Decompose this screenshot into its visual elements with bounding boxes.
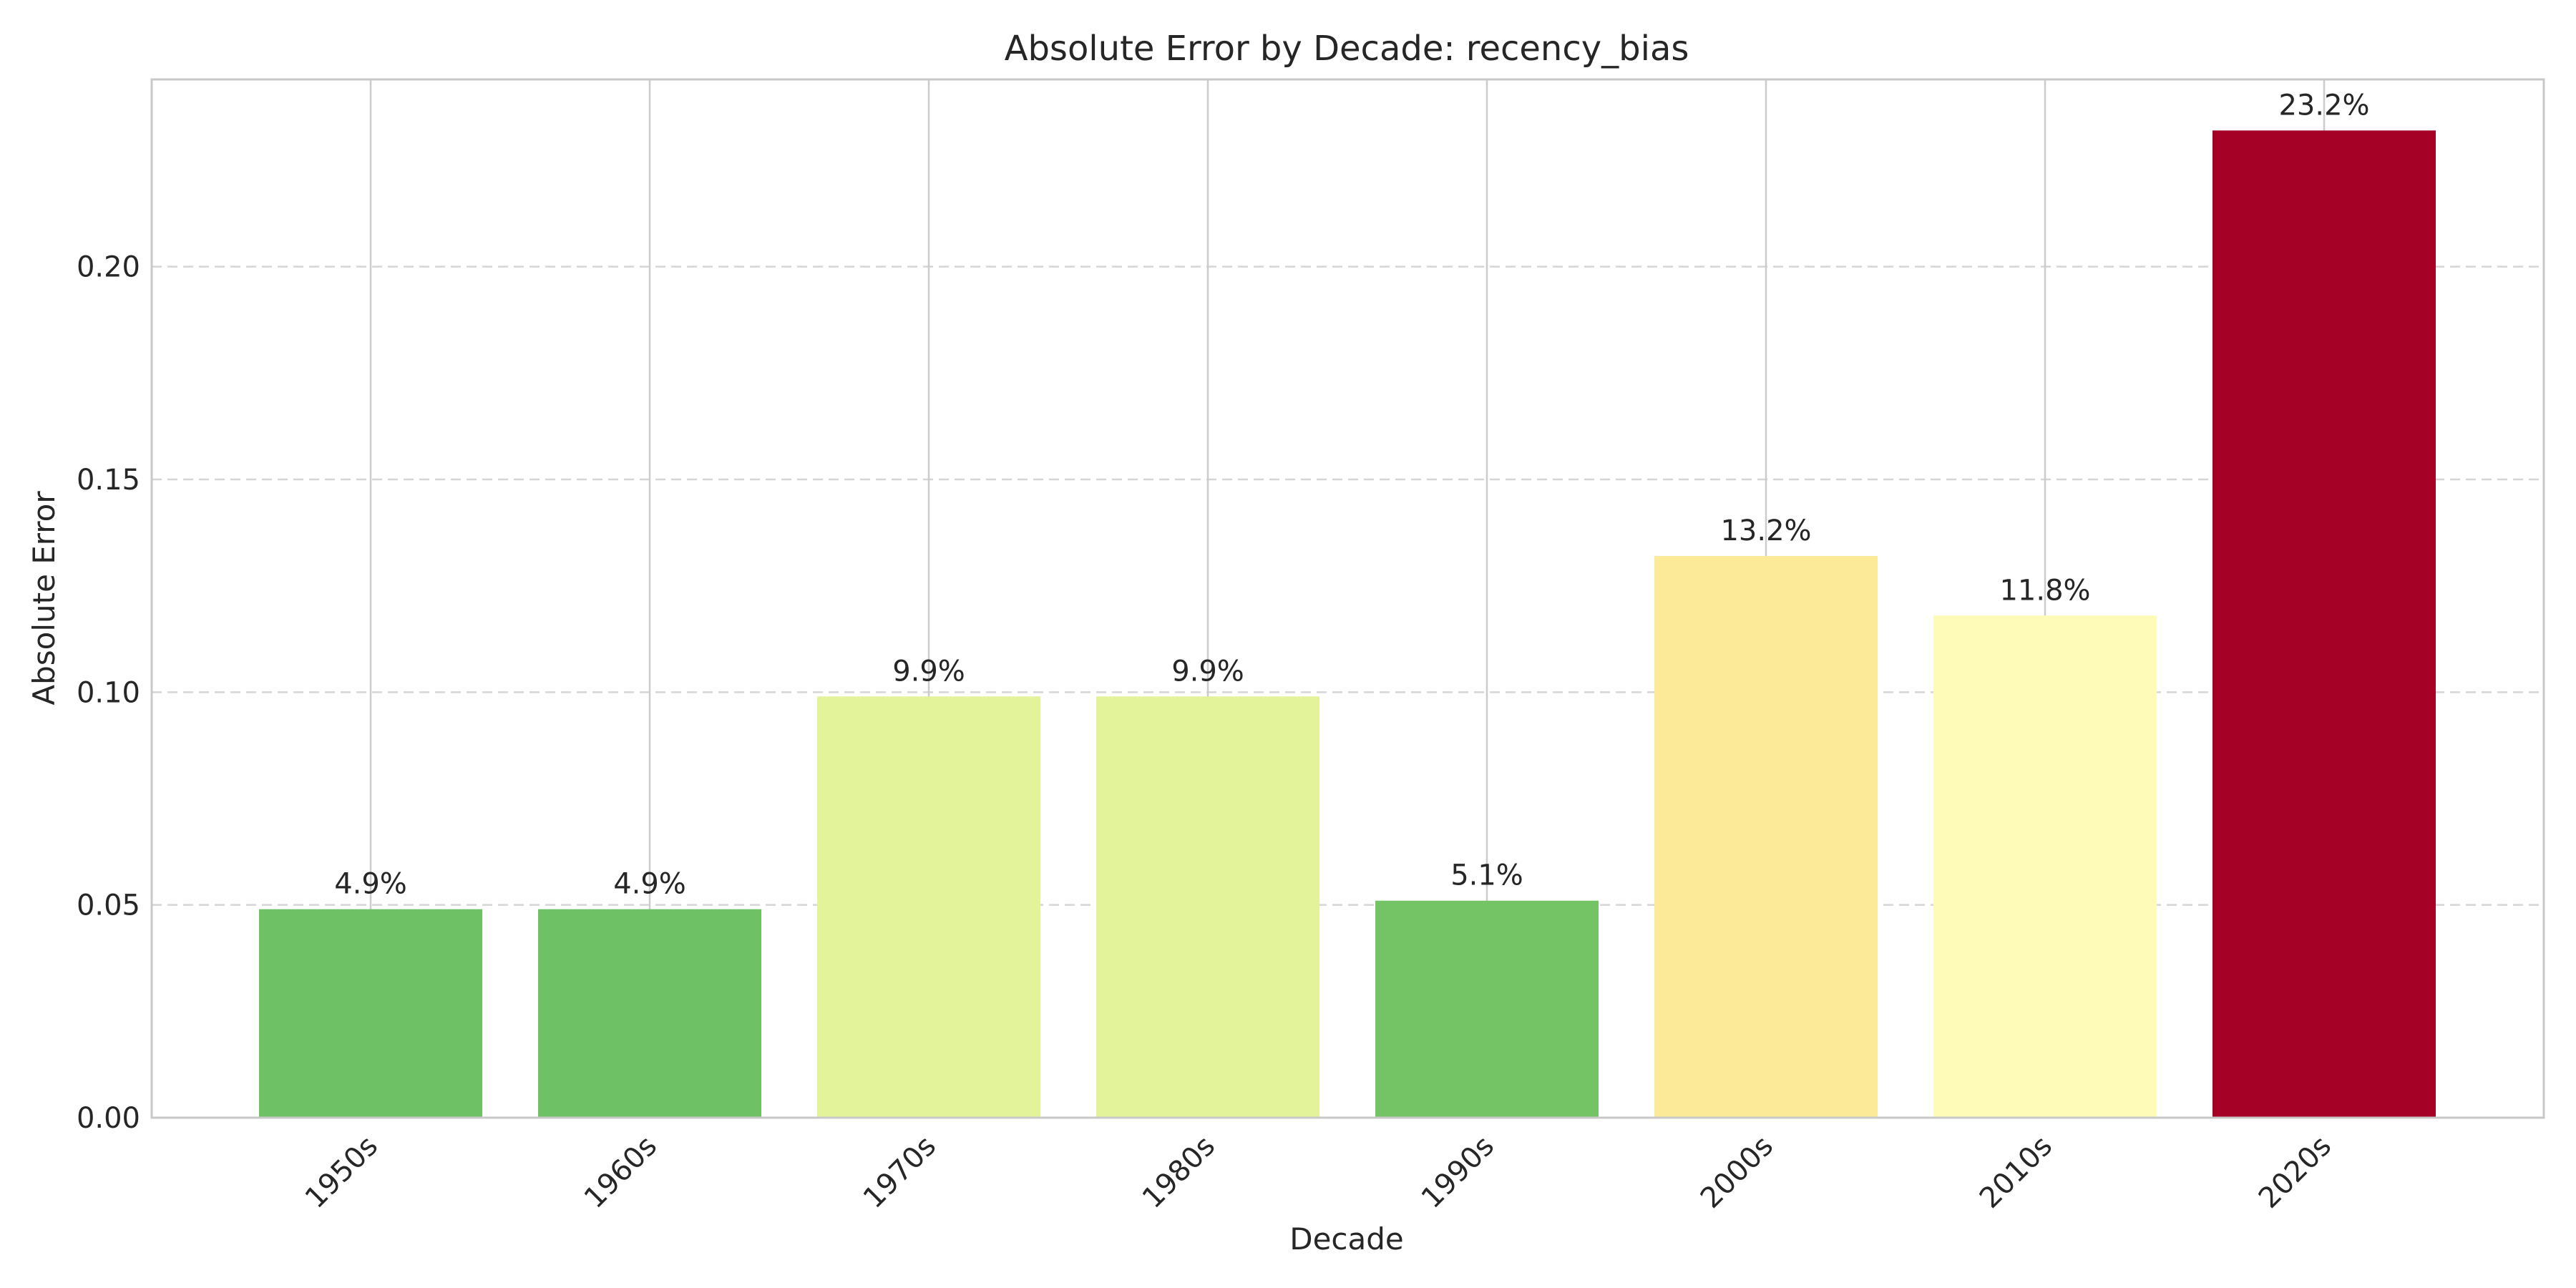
x-tick-label-1990s: 1990s [1415,1130,1501,1215]
bar-1990s [1375,900,1599,1118]
x-tick-label-2020s: 2020s [2253,1130,2338,1215]
data-label-2010s: 11.8% [1999,574,2090,607]
y-tick-label: 0.15 [77,464,140,497]
data-label-1990s: 5.1% [1450,859,1523,892]
y-tick-label: 0.00 [77,1102,140,1135]
x-tick-label-2000s: 2000s [1694,1130,1780,1215]
x-tick-label-1970s: 1970s [857,1130,942,1215]
x-tick-label-1980s: 1980s [1136,1130,1221,1215]
bar-1950s [259,909,482,1118]
y-tick-label: 0.05 [77,889,140,922]
x-axis-ticks: 1950s 1960s 1970s 1980s 1990s 2000s 2010s 2020s [299,1130,2338,1215]
x-tick-label-2010s: 2010s [1974,1130,2059,1215]
data-label-1970s: 9.9% [892,655,965,688]
data-label-2020s: 23.2% [2278,89,2369,122]
data-label-1980s: 9.9% [1171,655,1244,688]
x-axis-label: Decade [1289,1221,1404,1257]
bar-1970s [817,696,1040,1118]
y-tick-label: 0.20 [77,251,140,284]
data-label-1960s: 4.9% [613,868,686,901]
y-tick-label: 0.10 [77,676,140,709]
data-label-1950s: 4.9% [334,868,407,901]
grid-layer [152,79,2544,1118]
y-axis-label: Absolute Error [26,491,62,706]
data-labels-layer: 4.9% 4.9% 9.9% 9.9% 5.1% 13.2% 11.8% 23.2% [334,89,2369,900]
bar-2000s [1654,556,1878,1118]
bar-1960s [538,909,761,1118]
x-tick-label-1950s: 1950s [299,1130,384,1215]
bars-layer [259,130,2436,1118]
bar-2020s [2212,130,2436,1118]
y-axis-ticks: 0.00 0.05 0.10 0.15 0.20 [77,251,140,1135]
data-label-2000s: 13.2% [1720,514,1811,547]
plot-frame [150,78,2545,1119]
bar-2010s [1933,615,2157,1118]
x-tick-label-1960s: 1960s [578,1130,663,1215]
chart-title: Absolute Error by Decade: recency_bias [1005,29,1689,69]
bar-1980s [1096,696,1319,1118]
